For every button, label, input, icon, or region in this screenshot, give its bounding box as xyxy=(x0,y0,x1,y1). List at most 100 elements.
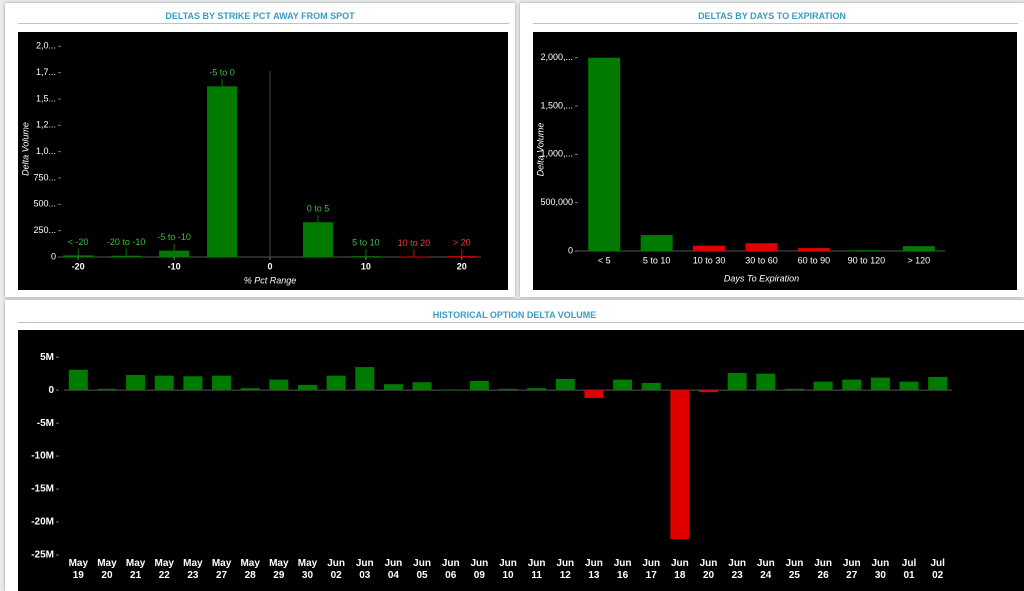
bar xyxy=(212,375,232,391)
title-rule xyxy=(533,23,1018,24)
y-tick-label: 2,0... xyxy=(36,41,56,51)
bar xyxy=(269,379,289,391)
bar xyxy=(699,390,719,393)
y-tick-label: 250... xyxy=(33,225,56,235)
y-tick-label: -15M xyxy=(31,484,54,495)
y-tick-label: 500,000 xyxy=(540,197,573,207)
y-tick-label: 5M xyxy=(40,352,54,363)
bar xyxy=(555,378,575,391)
y-tick-label: -5M xyxy=(37,418,54,429)
bar-label: 10 to 20 xyxy=(398,238,431,248)
bar xyxy=(850,250,883,252)
bar-label: -5 to -10 xyxy=(157,232,191,242)
y-tick-label: 1,000,... xyxy=(540,149,573,159)
x-tick-label: 10 to 30 xyxy=(693,255,726,265)
bar xyxy=(813,381,833,391)
x-tick-label: > 120 xyxy=(907,255,930,265)
panel: HISTORICAL OPTION DELTA VOLUME 5M 0 -5M -10… xyxy=(5,300,1024,591)
x-tick-label: 90 to 120 xyxy=(848,255,886,265)
bar xyxy=(469,380,489,391)
chart: 0 250... 500... 750... 1,0... 1,2... 1,5... 1,7… xyxy=(20,41,481,285)
y-tick-label: 0 xyxy=(51,251,56,261)
y-tick-label: -25M xyxy=(31,550,54,561)
x-tick-label: 20 xyxy=(457,261,467,271)
bar xyxy=(97,388,117,391)
x-axis-title: % Pct Range xyxy=(244,275,297,285)
plot-area: 0 500,000 1,000,... 1,500,... 2,000,... Days … xyxy=(533,32,1017,290)
y-tick-label: 0 xyxy=(48,385,54,396)
bar xyxy=(383,384,403,391)
y-axis-title: Delta Volume xyxy=(20,122,30,176)
x-tick-label: 5 to 10 xyxy=(643,255,671,265)
bar xyxy=(302,222,333,257)
bar xyxy=(183,376,203,391)
bar xyxy=(68,369,88,391)
bar-label: -5 to 0 xyxy=(209,68,235,78)
x-tick-label: -10 xyxy=(168,261,181,271)
bar xyxy=(727,373,747,391)
bar xyxy=(326,375,346,391)
bar xyxy=(398,256,429,258)
chart: 5M 0 -5M -10M -15M -20M -25M xyxy=(31,352,952,561)
y-tick-label: 1,0... xyxy=(36,146,56,156)
bar xyxy=(446,256,477,258)
bar xyxy=(902,246,935,251)
panel-title: DELTAS BY DAYS TO EXPIRATION xyxy=(698,11,846,21)
bar xyxy=(159,250,190,257)
x-tick-label: May 21 xyxy=(125,558,146,581)
x-tick-label: Jun 17 xyxy=(642,558,661,581)
x-tick-label: May 22 xyxy=(154,558,174,581)
bar xyxy=(154,375,174,391)
y-axis-title: Delta Volume xyxy=(535,123,545,177)
y-tick-label: 2,000,... xyxy=(540,52,573,62)
panel-title: DELTAS BY STRIKE PCT AWAY FROM SPOT xyxy=(165,11,355,21)
plot-area: 0 250... 500... 750... 1,0... 1,2... 1,5... 1,7… xyxy=(18,32,508,290)
x-tick-label: May 19 xyxy=(68,558,89,581)
y-tick-label: 1,2... xyxy=(36,120,56,130)
bar xyxy=(784,388,804,391)
bar xyxy=(797,248,830,251)
x-tick-label: Jul 02 xyxy=(930,558,945,581)
bar xyxy=(641,382,661,391)
bar xyxy=(63,255,94,257)
x-tick-label: Jun 25 xyxy=(785,558,804,581)
x-axis-title: Days To Expiration xyxy=(724,273,799,283)
bar xyxy=(842,379,862,391)
bar xyxy=(412,382,432,391)
x-tick-label: Jun 10 xyxy=(499,558,517,581)
bar xyxy=(613,379,633,391)
y-tick-label: -20M xyxy=(31,517,54,528)
x-tick-label: 30 to 60 xyxy=(745,255,778,265)
bar xyxy=(441,389,461,391)
bar-label: > 20 xyxy=(453,238,471,248)
bar xyxy=(498,388,518,391)
x-tick-label: < 5 xyxy=(598,255,611,265)
x-tick-label: May 20 xyxy=(97,558,117,581)
bar xyxy=(527,388,547,391)
x-tick-label: Jun 05 xyxy=(413,558,431,581)
x-tick-label: May 29 xyxy=(269,558,289,581)
bar xyxy=(111,255,142,257)
x-tick-label: Jun 20 xyxy=(699,558,718,581)
y-tick-label: 1,7... xyxy=(36,67,56,77)
x-tick-label: Jun 04 xyxy=(384,558,403,581)
x-tick-label: Jun 13 xyxy=(585,558,603,581)
bar xyxy=(640,235,673,251)
y-tick-label: -10M xyxy=(31,451,54,462)
x-tick-label: Jun 11 xyxy=(527,558,546,581)
x-tick-label: Jun 03 xyxy=(355,558,374,581)
bar-label: 0 to 5 xyxy=(307,204,330,214)
x-tick-label: Jun 23 xyxy=(728,558,747,581)
bar xyxy=(240,388,260,391)
bar xyxy=(350,256,381,258)
y-tick-label: 1,5... xyxy=(36,93,56,103)
bar xyxy=(745,243,778,251)
x-tick-label: Jun 30 xyxy=(871,558,890,581)
x-tick-label: 60 to 90 xyxy=(798,255,831,265)
title-rule xyxy=(18,23,509,24)
x-tick-label: Jun 18 xyxy=(670,558,689,581)
x-tick-label: Jun 06 xyxy=(441,558,460,581)
plot-area: 5M 0 -5M -10M -15M -20M -25M May 19 May 20 May 21… xyxy=(18,330,1024,591)
y-tick-label: 0 xyxy=(568,245,573,255)
